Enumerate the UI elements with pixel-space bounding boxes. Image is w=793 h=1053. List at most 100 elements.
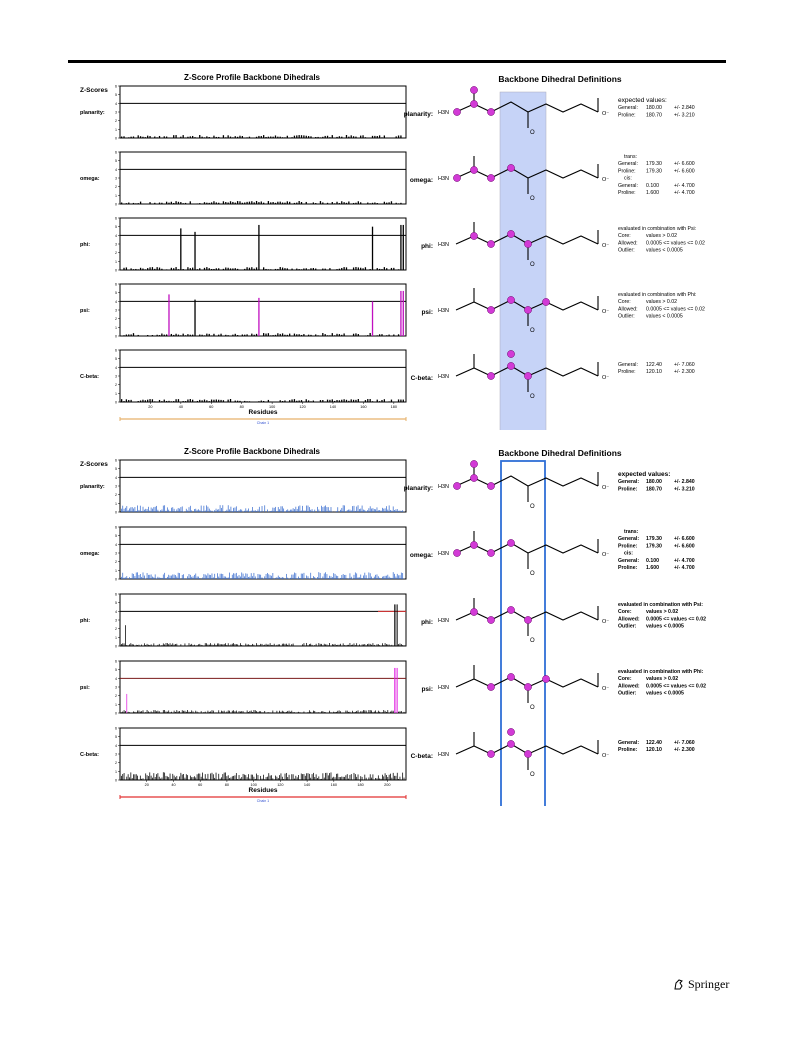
bar xyxy=(183,511,184,512)
definition-info-label: evaluated in combination with Phi: xyxy=(618,292,696,298)
bar xyxy=(189,644,191,646)
bar xyxy=(237,779,239,780)
bar xyxy=(390,577,391,579)
bar xyxy=(127,645,129,646)
bar xyxy=(153,577,155,579)
bar xyxy=(139,201,142,204)
bar xyxy=(204,774,206,780)
bar xyxy=(256,711,257,713)
bar xyxy=(398,575,399,579)
bar xyxy=(221,507,222,512)
bar xyxy=(392,645,394,646)
bar xyxy=(204,711,206,713)
bar xyxy=(383,399,386,402)
bar xyxy=(343,202,345,204)
bar xyxy=(246,137,248,138)
bar xyxy=(154,710,156,713)
bar xyxy=(399,776,401,780)
bar xyxy=(390,645,391,646)
x-tick-label: 60 xyxy=(209,405,213,409)
bar xyxy=(392,772,394,780)
bar xyxy=(291,644,293,646)
bar xyxy=(194,299,196,336)
bar xyxy=(253,202,255,204)
bar xyxy=(310,136,312,138)
bar xyxy=(323,777,325,780)
bar xyxy=(192,777,194,780)
oxygen-label: O xyxy=(530,638,535,644)
definition-info-label: Proline: xyxy=(618,747,638,753)
bar xyxy=(229,268,232,270)
bar xyxy=(376,712,378,713)
bar xyxy=(252,711,253,713)
bar xyxy=(150,711,152,713)
oxyanion-label: O⁻ xyxy=(602,686,609,692)
bar xyxy=(350,510,352,512)
bar xyxy=(287,577,289,579)
oxyanion-label: O⁻ xyxy=(602,619,609,625)
bar xyxy=(166,711,168,713)
bar xyxy=(336,711,337,713)
bar xyxy=(331,577,333,579)
bar xyxy=(244,268,246,270)
definition-info-error: +/- 7.060 xyxy=(674,740,695,746)
bar xyxy=(214,573,216,579)
x-tick-label: 200 xyxy=(384,783,390,787)
bar xyxy=(356,776,358,780)
bar xyxy=(137,710,138,713)
bar xyxy=(234,573,236,579)
bar xyxy=(329,137,331,138)
bar xyxy=(382,576,383,579)
definition-info-value: 179.30 xyxy=(646,536,662,542)
bar xyxy=(240,711,241,713)
bar xyxy=(258,202,260,204)
bar xyxy=(129,577,130,579)
figure-svg: Z-Score Profile Backbone Dihedrals Backbo… xyxy=(80,447,706,808)
bar xyxy=(235,572,237,579)
y-tick-label: 3 xyxy=(115,375,117,379)
bar xyxy=(289,400,291,402)
bar xyxy=(233,573,234,579)
bar xyxy=(280,577,282,579)
bar xyxy=(239,400,241,402)
bar xyxy=(264,644,266,646)
bar xyxy=(218,136,220,138)
bar xyxy=(222,201,225,204)
y-tick-label: 5 xyxy=(115,291,117,295)
bar xyxy=(276,644,278,646)
bar xyxy=(257,775,259,780)
y-tick-label: 5 xyxy=(115,357,117,361)
bar xyxy=(126,693,128,713)
row-label: planarity: xyxy=(80,110,105,116)
bar xyxy=(307,400,310,402)
bar xyxy=(146,643,148,646)
bar xyxy=(311,774,313,780)
bar xyxy=(277,333,279,336)
bar xyxy=(274,135,277,138)
bar xyxy=(295,775,297,780)
bar xyxy=(371,226,374,270)
bar xyxy=(154,202,156,204)
bar xyxy=(181,645,183,646)
bar xyxy=(149,772,151,780)
definition-row-label: planarity: xyxy=(404,485,433,492)
bar xyxy=(400,224,402,270)
bar xyxy=(203,137,206,138)
bar xyxy=(379,711,381,713)
bar xyxy=(354,572,356,579)
bar xyxy=(160,510,161,512)
bar xyxy=(308,773,310,780)
bar xyxy=(121,399,123,402)
y-tick-label: 3 xyxy=(115,686,117,690)
definition-info-error: +/- 6.600 xyxy=(674,543,695,549)
bar xyxy=(250,774,252,780)
bar xyxy=(127,774,129,780)
bar xyxy=(158,776,160,780)
bar xyxy=(133,711,134,713)
bar xyxy=(356,573,358,579)
bar xyxy=(206,778,207,780)
bar xyxy=(121,202,123,204)
bar xyxy=(361,776,363,780)
bar xyxy=(326,772,328,780)
bar xyxy=(123,577,125,579)
